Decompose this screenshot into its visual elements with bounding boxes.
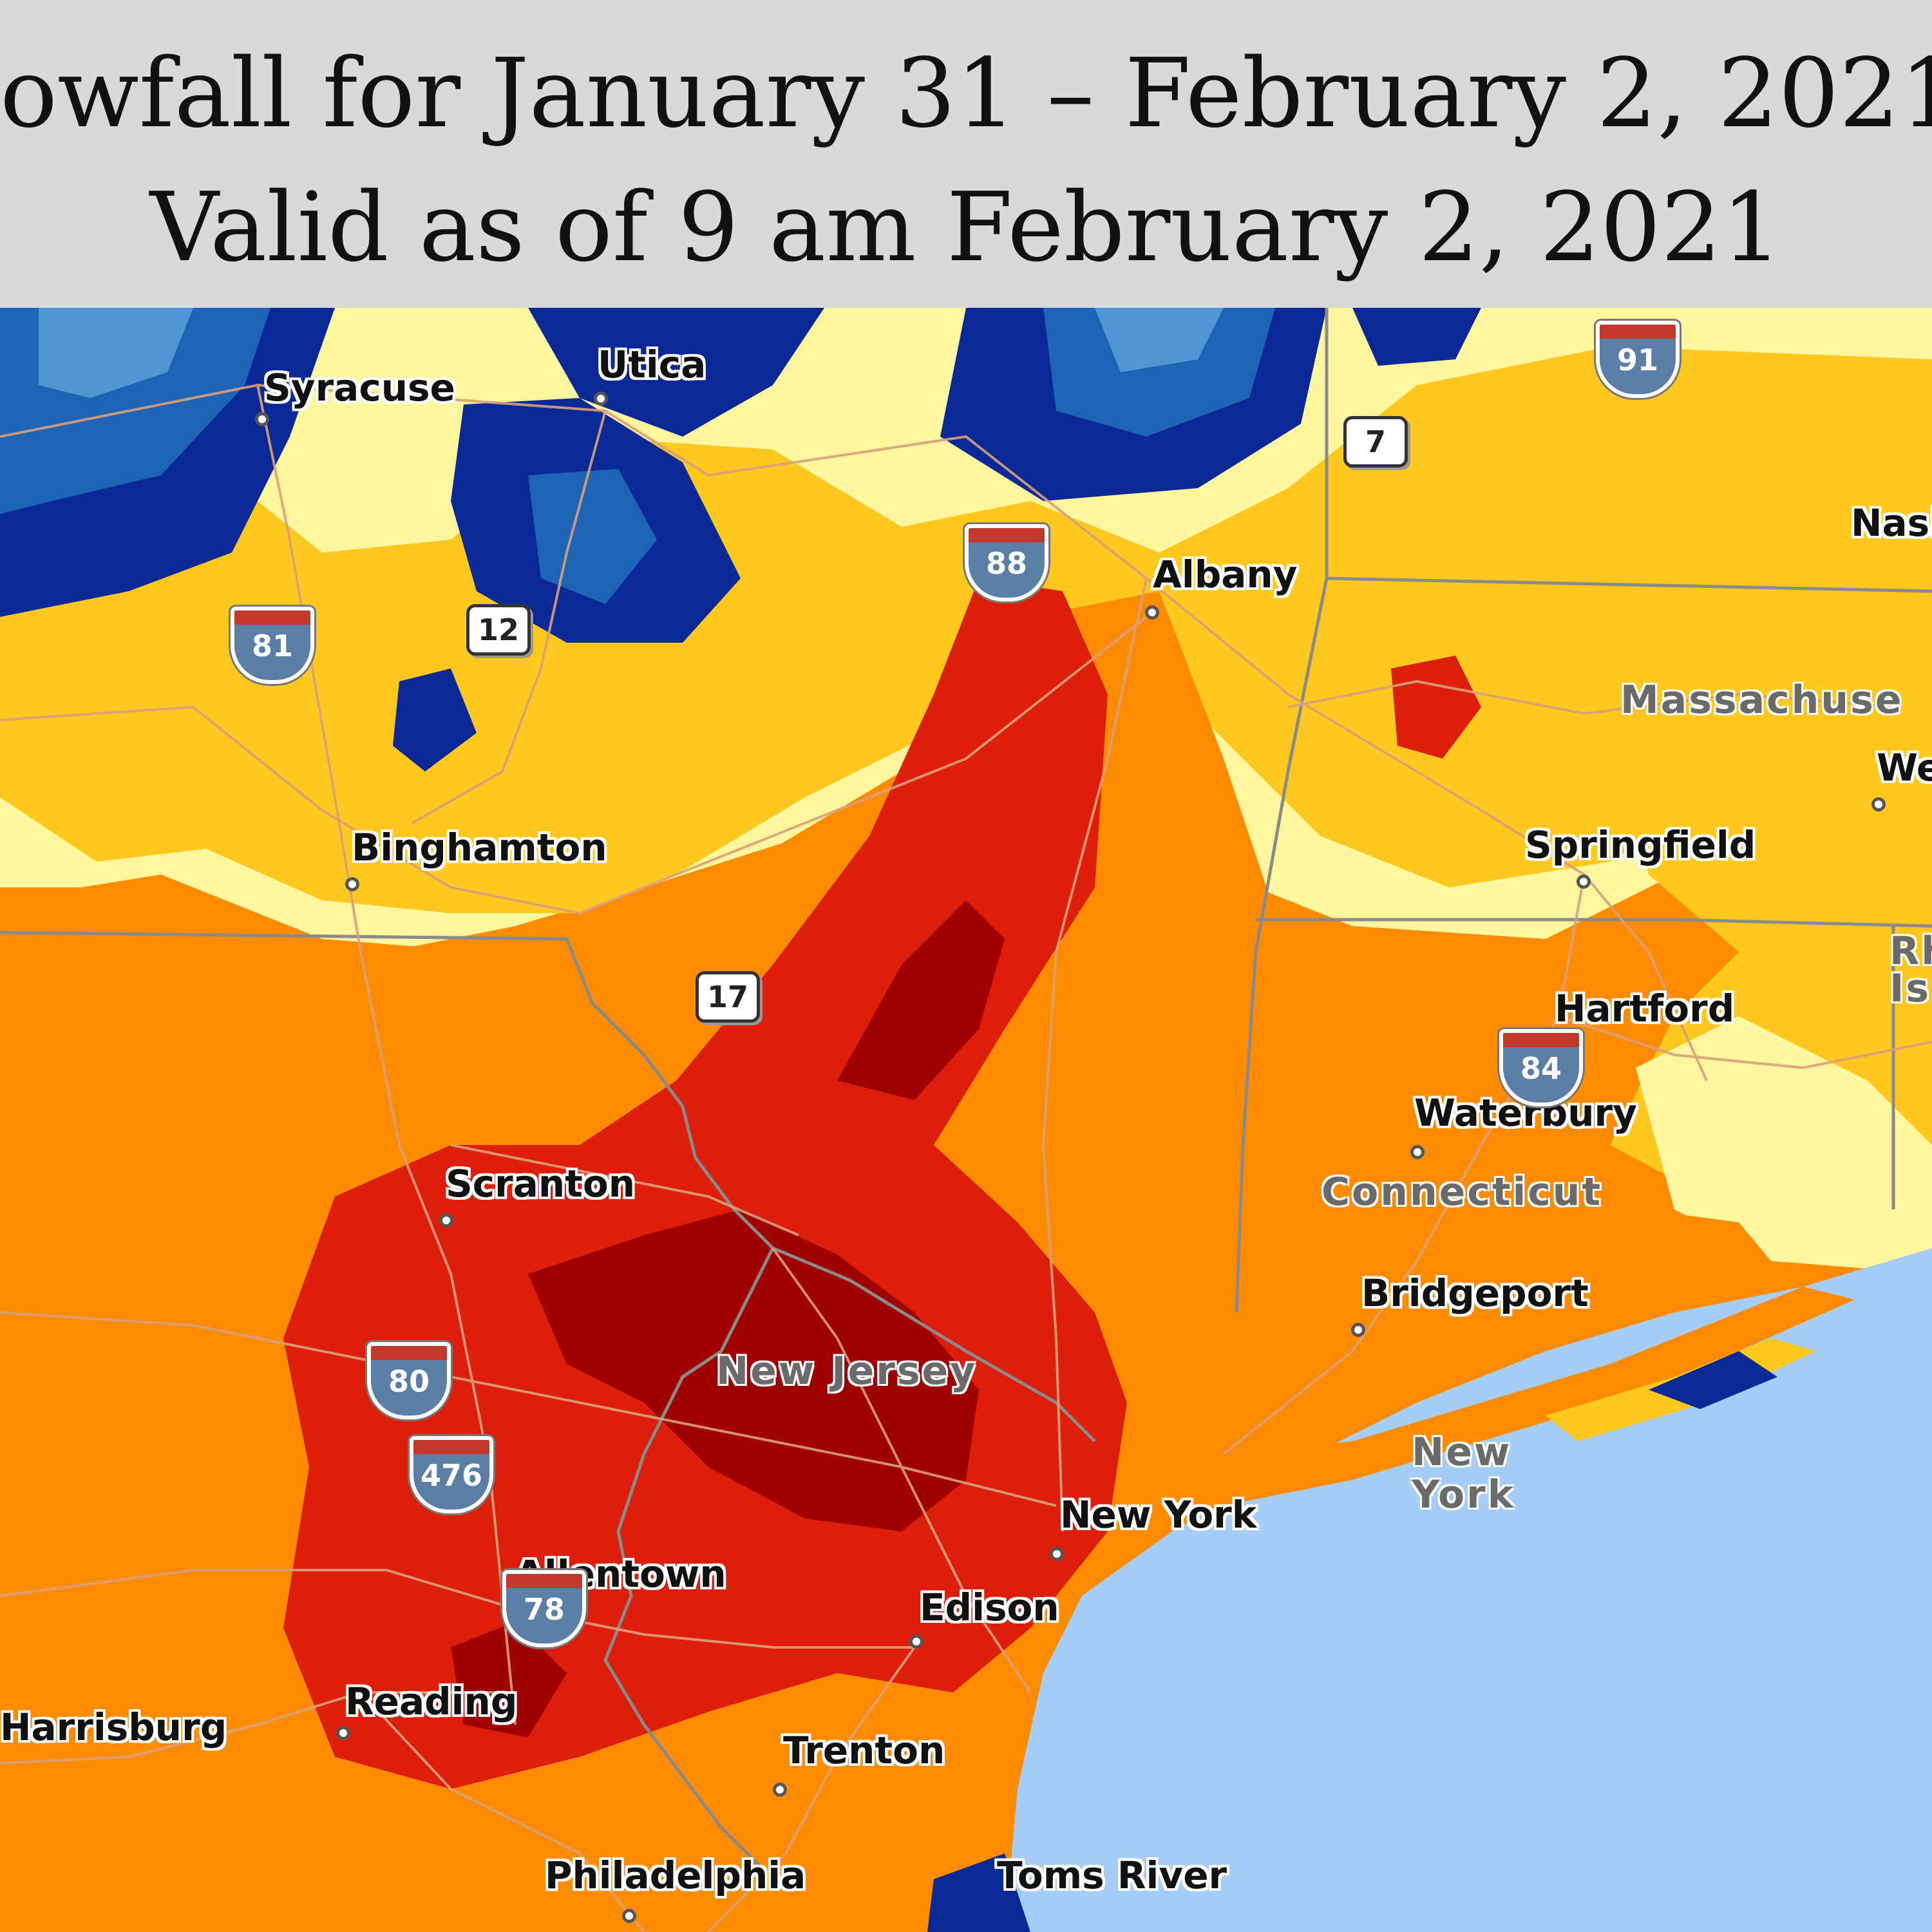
city-marker[interactable] xyxy=(439,1213,453,1227)
city-marker[interactable] xyxy=(345,877,359,891)
city-label-toms-river: Toms River xyxy=(997,1853,1227,1897)
city-label-nash: Nash xyxy=(1851,501,1932,545)
state-label-new-jersey: New Jersey xyxy=(716,1349,978,1394)
interstate-shield-80: 80 xyxy=(367,1342,451,1419)
city-marker[interactable] xyxy=(622,1909,636,1923)
snowfall-map: Syracuse Utica Albany Binghamton Springf… xyxy=(0,308,1932,1932)
state-label-connecticut: Connecticut xyxy=(1321,1170,1603,1215)
route-marker-12: 12 xyxy=(466,604,531,656)
state-label-rhode-island-2: Is xyxy=(1889,966,1931,1011)
route-marker-17: 17 xyxy=(696,971,760,1023)
city-label-syracuse: Syracuse xyxy=(264,366,455,410)
city-marker[interactable] xyxy=(336,1726,350,1740)
interstate-shield-81: 81 xyxy=(231,607,314,684)
city-marker[interactable] xyxy=(594,392,608,406)
city-marker[interactable] xyxy=(255,412,269,426)
state-label-massachusetts: Massachuse xyxy=(1620,677,1904,723)
city-label-springfield: Springfield xyxy=(1525,823,1756,867)
road-network xyxy=(0,383,1932,1932)
state-label-new-york-1: New xyxy=(1412,1430,1512,1475)
interstate-shield-78: 78 xyxy=(502,1570,586,1647)
city-label-albany: Albany xyxy=(1153,553,1298,596)
city-label-scranton: Scranton xyxy=(446,1162,636,1206)
city-label-new-york: New York xyxy=(1060,1493,1257,1537)
city-label-we: We xyxy=(1877,746,1932,790)
city-label-reading: Reading xyxy=(345,1680,518,1723)
interstate-shield-476: 476 xyxy=(410,1436,493,1513)
city-marker[interactable] xyxy=(773,1783,787,1797)
city-marker[interactable] xyxy=(1577,875,1591,889)
city-label-binghamton: Binghamton xyxy=(352,826,607,869)
map-subtitle: Valid as of 9 am February 2, 2021 xyxy=(149,172,1783,283)
state-label-rhode-island-1: Rh xyxy=(1889,929,1932,974)
city-marker[interactable] xyxy=(1410,1145,1425,1159)
state-label-new-york-2: York xyxy=(1412,1472,1515,1517)
city-marker[interactable] xyxy=(1050,1547,1064,1561)
city-label-harrisburg: Harrisburg xyxy=(0,1705,227,1749)
map-title: owfall for January 31 – February 2, 2021 xyxy=(0,38,1932,149)
city-label-bridgeport: Bridgeport xyxy=(1361,1271,1589,1315)
city-label-hartford: Hartford xyxy=(1555,987,1735,1030)
interstate-shield-84: 84 xyxy=(1499,1029,1583,1106)
city-marker[interactable] xyxy=(1145,605,1159,620)
city-label-philadelphia: Philadelphia xyxy=(545,1853,806,1897)
city-marker[interactable] xyxy=(909,1634,923,1649)
city-label-utica: Utica xyxy=(598,343,706,386)
interstate-shield-91: 91 xyxy=(1596,321,1680,398)
route-marker-7: 7 xyxy=(1343,416,1408,468)
city-label-edison: Edison xyxy=(920,1586,1059,1629)
interstate-shield-88: 88 xyxy=(965,524,1048,601)
city-marker[interactable] xyxy=(1351,1323,1365,1337)
state-borders xyxy=(0,308,1932,1868)
snowfall-raster xyxy=(0,308,1932,1932)
city-label-trenton: Trenton xyxy=(783,1728,945,1772)
city-marker[interactable] xyxy=(1871,797,1886,811)
map-header: owfall for January 31 – February 2, 2021… xyxy=(0,0,1932,308)
